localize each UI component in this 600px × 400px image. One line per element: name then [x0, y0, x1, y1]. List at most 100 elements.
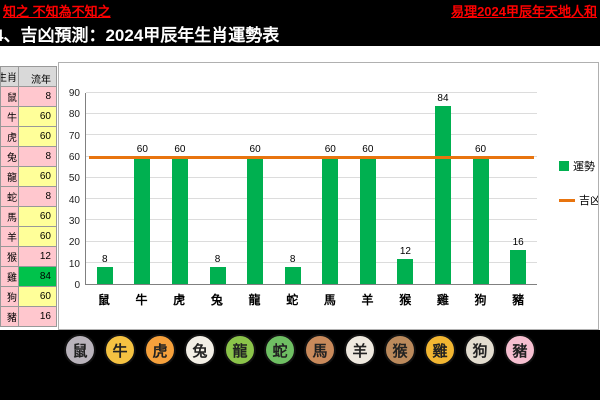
zodiac-cell: 牛	[1, 107, 19, 127]
chart-bar	[322, 156, 339, 284]
y-tick-label: 40	[68, 194, 80, 206]
bar-value-label: 60	[174, 143, 186, 155]
header-bar: 知之 不知為不知之 易理2024甲辰年天地人和 4、吉凶預測：2024甲辰年生肖…	[0, 0, 600, 46]
bar-value-label: 60	[249, 143, 261, 155]
zodiac-label: 雞	[7, 273, 17, 284]
left-header-link[interactable]: 知之 不知為不知之	[3, 3, 111, 19]
zodiac-cell: 虎	[1, 127, 19, 147]
fortune-value-cell: 8	[19, 147, 57, 167]
zodiac-cell: 兔	[1, 147, 19, 167]
chart-bar	[434, 105, 451, 284]
x-axis-label: 蛇	[286, 293, 299, 307]
zodiac-icons-row: 鼠牛虎兔龍蛇馬羊猴雞狗豬	[0, 330, 600, 366]
zodiac-label: 狗	[7, 293, 17, 304]
fortune-value-cell: 60	[19, 107, 57, 127]
bar-value-label: 60	[324, 143, 336, 155]
gridline	[86, 261, 537, 263]
zodiac-cell: 豬	[1, 307, 19, 327]
table-row: 牛 60	[1, 107, 57, 127]
table-row: 雞 84	[1, 267, 57, 287]
table-row: 狗 60	[1, 287, 57, 307]
bar-value-label: 84	[437, 92, 449, 104]
bar-slot: 84	[424, 93, 462, 284]
bar-slot: 16	[499, 93, 537, 284]
y-axis: 0 10 20 30 40 50 60 70 80 90	[59, 88, 83, 291]
x-axis-label: 兔	[210, 293, 223, 307]
gridline	[86, 219, 537, 221]
bar-value-label: 60	[362, 143, 374, 155]
bar-slot: 8	[274, 93, 312, 284]
zodiac-label: 馬	[7, 213, 17, 224]
content-area: 生肖流年鼠8牛60虎60兔8龍60蛇8馬60羊60猴12雞84狗60豬16 01…	[0, 46, 600, 330]
fortune-value-cell: 60	[19, 127, 57, 147]
x-axis: 鼠牛虎兔龍蛇馬羊猴雞狗豬	[85, 291, 537, 308]
zodiac-label: 鼠	[7, 93, 17, 104]
table-row: 猴 12	[1, 247, 57, 267]
x-axis-label: 虎	[173, 293, 186, 307]
bar-slot: 60	[124, 93, 162, 284]
zodiac-label: 豬	[7, 313, 17, 324]
gridline	[86, 134, 537, 136]
y-tick-label: 80	[68, 109, 80, 121]
x-axis-label: 猴	[399, 293, 412, 307]
x-axis-label: 雞	[436, 293, 449, 307]
table-row: 羊 60	[1, 227, 57, 247]
slide-title-row: 4、吉凶預測：2024甲辰年生肖運勢表	[0, 20, 600, 46]
rooster-icon: 雞	[424, 334, 456, 366]
bar-slot: 60	[161, 93, 199, 284]
x-axis-label: 豬	[512, 293, 525, 307]
zodiac-cell: 雞	[1, 267, 19, 287]
bar-value-label: 60	[136, 143, 148, 155]
x-axis-label: 龍	[248, 293, 261, 307]
right-header-link[interactable]: 易理2024甲辰年天地人和	[451, 3, 597, 19]
zodiac-cell: 羊	[1, 227, 19, 247]
legend-item: 吉凶線	[559, 192, 598, 208]
bars-container: 8 60 60 8 60 8 60 60 12 84 60 16	[86, 93, 537, 284]
legend-line-marker-icon	[559, 198, 575, 202]
zodiac-cell: 狗	[1, 287, 19, 307]
gridline	[86, 113, 537, 115]
goat-icon: 羊	[344, 334, 376, 366]
zodiac-label: 龍	[7, 173, 17, 184]
snake-icon: 蛇	[264, 334, 296, 366]
ox-icon: 牛	[104, 334, 136, 366]
bar-slot: 12	[387, 93, 425, 284]
bar-slot: 60	[349, 93, 387, 284]
zodiac-label: 虎	[7, 133, 17, 144]
chart-bar	[96, 267, 113, 284]
y-tick-label: 90	[68, 88, 80, 99]
bar-value-label: 8	[214, 254, 221, 266]
x-axis-label: 狗	[474, 293, 487, 307]
gridline	[86, 240, 537, 242]
fortune-value-cell: 8	[19, 87, 57, 107]
x-axis-label: 牛	[135, 293, 148, 307]
fortune-value-cell: 8	[19, 187, 57, 207]
bar-value-label: 8	[102, 254, 108, 266]
x-axis-label: 馬	[323, 293, 336, 307]
fortune-value-cell: 60	[19, 207, 57, 227]
table-row: 龍 60	[1, 167, 57, 187]
legend-bar-marker-icon	[559, 161, 569, 171]
horse-icon: 馬	[304, 334, 336, 366]
zodiac-label: 蛇	[7, 193, 17, 204]
chart-bar	[209, 267, 226, 284]
fortune-value-cell: 84	[19, 267, 57, 287]
monkey-icon: 猴	[384, 334, 416, 366]
chart-bar	[510, 250, 527, 284]
bar-slot: 8	[199, 93, 237, 284]
table-header-row: 生肖 流年	[1, 67, 57, 87]
reference-line	[89, 155, 534, 159]
bar-slot: 60	[236, 93, 274, 284]
chart-bar	[247, 156, 264, 284]
y-tick-label: 60	[68, 151, 80, 163]
fortune-value-cell: 60	[19, 287, 57, 307]
chart-bar	[397, 258, 414, 284]
fortune-value-cell: 60	[19, 167, 57, 187]
zodiac-cell: 馬	[1, 207, 19, 227]
zodiac-cell: 猴	[1, 247, 19, 267]
zodiac-cell: 龍	[1, 167, 19, 187]
table-header-cell: 流年	[19, 67, 57, 87]
